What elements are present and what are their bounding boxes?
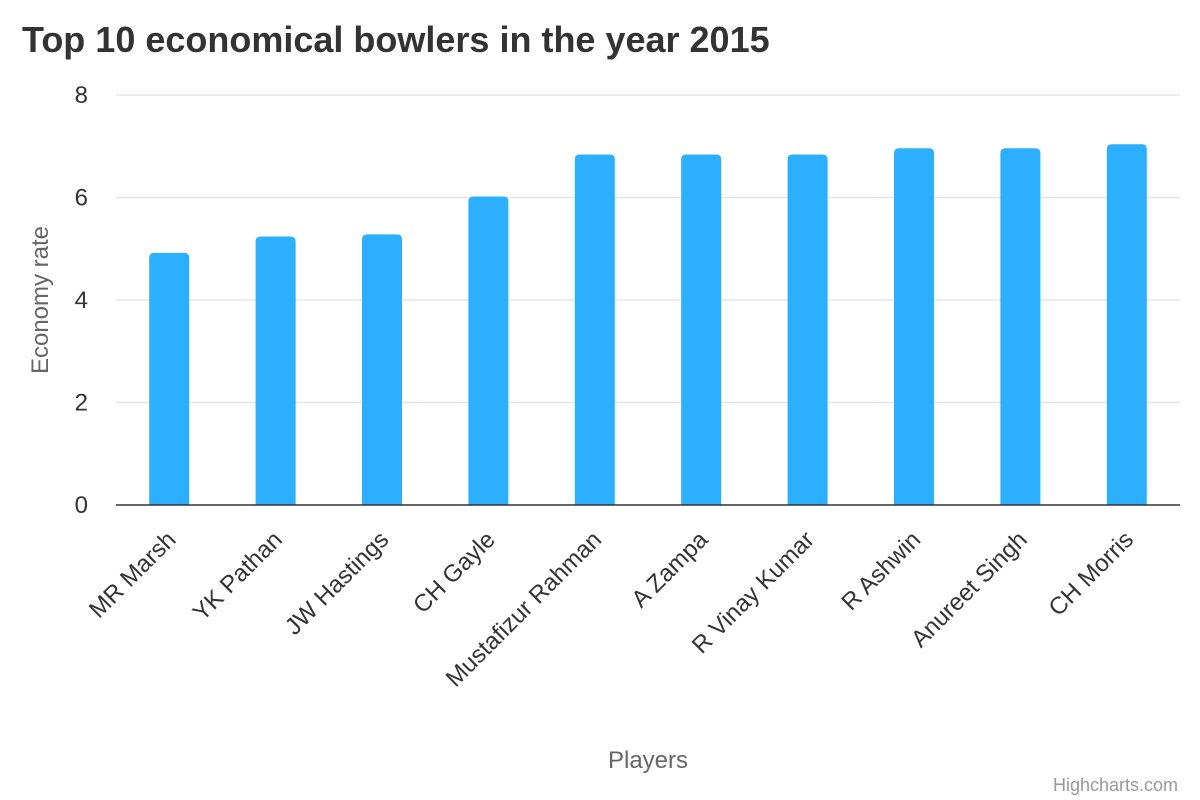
bar-a-zampa[interactable]	[681, 154, 722, 505]
credits-link[interactable]: Highcharts.com	[1053, 775, 1178, 795]
bar-ch-gayle[interactable]	[468, 196, 509, 505]
bar-ch-morris[interactable]	[1106, 144, 1147, 505]
bars	[149, 144, 1147, 506]
y-tick-label: 6	[75, 185, 88, 212]
chart-title: Top 10 economical bowlers in the year 20…	[22, 19, 770, 60]
bar-mr-marsh[interactable]	[149, 252, 190, 505]
bar-mustafizur-rahman[interactable]	[574, 154, 615, 505]
y-axis: 0 2 4 6 8	[75, 82, 88, 519]
x-tick-label: R Ashwin	[836, 526, 926, 616]
y-tick-label: 2	[75, 390, 88, 417]
y-tick-label: 8	[75, 82, 88, 109]
x-tick-label: A Zampa	[626, 526, 713, 613]
bar-yk-pathan[interactable]	[255, 236, 296, 505]
x-tick-label: MR Marsh	[84, 526, 181, 623]
x-tick-label: JW Hastings	[280, 526, 394, 640]
x-tick-label: YK Pathan	[188, 526, 288, 626]
x-axis-title: Players	[608, 747, 688, 774]
x-tick-label: CH Gayle	[408, 526, 501, 619]
bar-jw-hastings[interactable]	[362, 234, 402, 505]
y-tick-label: 4	[75, 287, 88, 314]
bar-r-vinay-kumar[interactable]	[787, 154, 828, 505]
bar-anureet-singh[interactable]	[1000, 148, 1041, 506]
x-tick-label: CH Morris	[1044, 526, 1139, 621]
y-axis-title: Economy rate	[27, 226, 54, 374]
bar-r-ashwin[interactable]	[894, 148, 934, 506]
y-tick-label: 0	[75, 492, 88, 519]
